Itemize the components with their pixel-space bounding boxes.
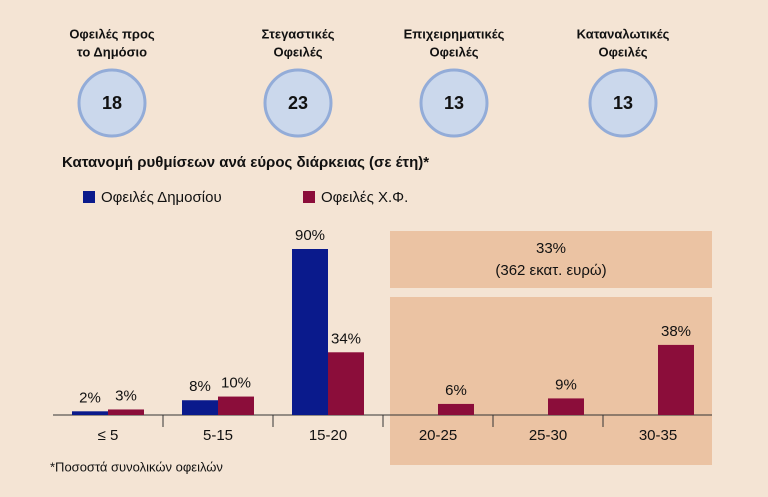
card-circle: [263, 68, 333, 138]
highlight-box: [390, 231, 712, 288]
bar: [292, 249, 328, 415]
bar: [182, 400, 218, 415]
bar: [658, 344, 694, 415]
bar: [108, 409, 144, 415]
card-value: 23: [288, 93, 308, 113]
footnote: *Ποσοστά συνολικών οφειλών: [50, 459, 223, 474]
card-label: το Δημόσιο: [77, 44, 147, 59]
card-label: Καταναλωτικές: [577, 26, 670, 41]
card-label: Οφειλές προς: [69, 26, 155, 41]
value-label: 3%: [115, 387, 137, 404]
x-tick-label: 20-25: [419, 427, 457, 444]
value-label: 34%: [331, 330, 361, 347]
legend-swatch: [303, 191, 315, 203]
bar: [218, 396, 254, 415]
card-value: 13: [444, 93, 464, 113]
bar: [548, 398, 584, 415]
value-label: 9%: [555, 376, 577, 393]
card-circle: [588, 68, 658, 138]
card-circle: [77, 68, 147, 138]
x-tick-label: ≤ 5: [98, 427, 119, 444]
bar: [328, 352, 364, 415]
x-tick-label: 25-30: [529, 427, 567, 444]
card-circle: [419, 68, 489, 138]
legend-label: Οφειλές Χ.Φ.: [321, 189, 408, 206]
annotation: (362 εκατ. ευρώ): [495, 262, 606, 279]
bar: [438, 403, 474, 415]
legend-label: Οφειλές Δημοσίου: [101, 189, 222, 206]
x-tick-label: 15-20: [309, 427, 347, 444]
card-label: Επιχειρηματικές: [404, 26, 505, 41]
value-label: 6%: [445, 382, 467, 399]
value-label: 90%: [295, 227, 325, 244]
x-tick-label: 5-15: [203, 427, 233, 444]
legend-swatch: [83, 191, 95, 203]
value-label: 10%: [221, 375, 251, 392]
annotation: 33%: [536, 240, 566, 257]
value-label: 38%: [661, 323, 691, 340]
card-label: Οφειλές: [598, 44, 647, 59]
value-label: 8%: [189, 378, 211, 395]
card-value: 18: [102, 93, 122, 113]
card-label: Στεγαστικές: [262, 26, 335, 41]
card-label: Οφειλές: [273, 44, 322, 59]
card-label: Οφειλές: [429, 44, 478, 59]
x-tick-label: 30-35: [639, 427, 677, 444]
card-value: 13: [613, 93, 633, 113]
value-label: 2%: [79, 389, 101, 406]
bar: [72, 411, 108, 415]
chart-title: Κατανομή ρυθμίσεων ανά εύρος διάρκειας (…: [62, 154, 429, 171]
